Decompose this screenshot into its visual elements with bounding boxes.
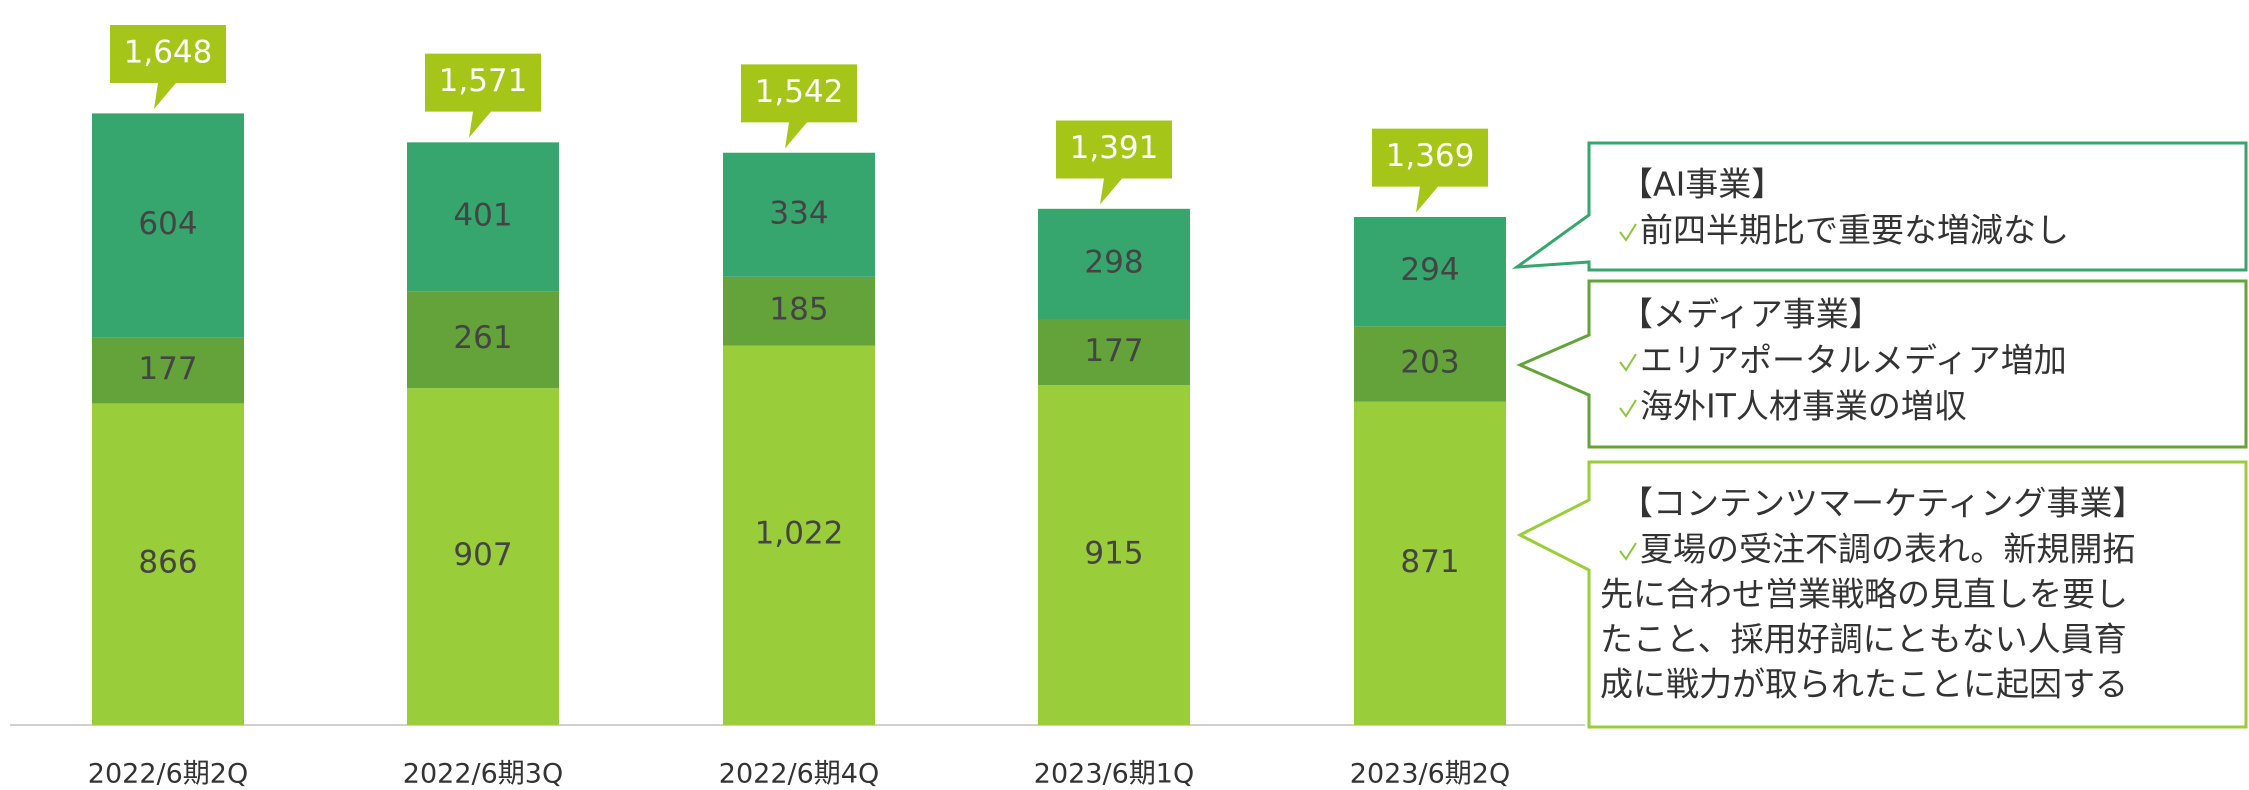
annotation-line: たこと、採用好調にともない人員育: [1600, 620, 2127, 659]
annotation-box: [1516, 279, 2248, 449]
bar-segment: [723, 276, 875, 346]
bar-segment: [1354, 401, 1506, 725]
check-icon: [1619, 223, 1637, 242]
total-label: 1,542: [755, 74, 844, 110]
segment-label: 871: [1400, 544, 1459, 580]
segment-label: 177: [138, 351, 197, 387]
segment-label: 203: [1400, 344, 1459, 380]
segment-label: 1,022: [755, 516, 844, 552]
bar-segment: [723, 152, 875, 277]
annotation-title: 【メディア事業】: [1620, 295, 1882, 334]
bar-segment: [92, 337, 244, 404]
x-tick-label: 2023/6期1Q: [1034, 759, 1194, 790]
x-tick-label: 2023/6期2Q: [1350, 759, 1510, 790]
segment-label: 298: [1084, 245, 1143, 281]
segment-label: 261: [453, 320, 512, 356]
total-callout: [425, 53, 541, 138]
total-label: 1,571: [439, 63, 528, 99]
x-tick-label: 2022/6期4Q: [719, 759, 879, 790]
annotation-line: 成に戦力が取られたことに起因する: [1600, 665, 2128, 704]
x-tick-label: 2022/6期2Q: [88, 759, 248, 790]
annotation-line: 海外IT人材事業の増収: [1640, 387, 1967, 426]
bar-segment: [92, 113, 244, 338]
annotation-title: 【コンテンツマーケティング事業】: [1620, 484, 2145, 523]
total-label: 1,648: [124, 35, 213, 71]
segment-label: 401: [453, 197, 512, 233]
x-tick-label: 2022/6期3Q: [403, 759, 563, 790]
bar-segment: [1038, 385, 1190, 725]
total-callout: [1372, 128, 1488, 213]
check-icon: [1619, 353, 1637, 372]
bar-segment: [92, 403, 244, 725]
bar-segment: [407, 142, 559, 292]
annotation-title: 【AI事業】: [1620, 165, 1784, 204]
segment-label: 185: [769, 292, 828, 328]
annotation-line: 先に合わせ営業戦略の見直しを要し: [1600, 575, 2128, 614]
annotation-line: エリアポータルメディア増加: [1640, 341, 2067, 380]
segment-label: 177: [1084, 333, 1143, 369]
annotation-line: 前四半期比で重要な増減なし: [1640, 211, 2069, 250]
annotation-box: [1516, 460, 2248, 729]
segment-label: 915: [1084, 536, 1143, 572]
check-icon: [1619, 399, 1637, 418]
bar-segment: [1354, 216, 1506, 327]
check-icon: [1619, 542, 1637, 561]
bar-segment: [1038, 319, 1190, 386]
segment-label: 334: [769, 195, 828, 231]
total-label: 1,391: [1070, 130, 1159, 166]
total-callout: [110, 25, 226, 109]
total-callout: [1056, 120, 1172, 205]
bar-segment: [407, 291, 559, 389]
annotation-line: 夏場の受注不調の表れ。新規開拓: [1640, 530, 2135, 569]
bar-segment: [1354, 326, 1506, 402]
segment-label: 907: [453, 537, 512, 573]
total-label: 1,369: [1386, 138, 1475, 174]
bar-segment: [723, 345, 875, 725]
segment-label: 294: [1400, 252, 1459, 288]
annotation-box: [1511, 141, 2248, 272]
bar-segment: [407, 388, 559, 725]
bar-segment: [1038, 208, 1190, 320]
segment-label: 866: [138, 545, 197, 581]
total-callout: [741, 64, 857, 149]
segment-label: 604: [138, 206, 197, 242]
